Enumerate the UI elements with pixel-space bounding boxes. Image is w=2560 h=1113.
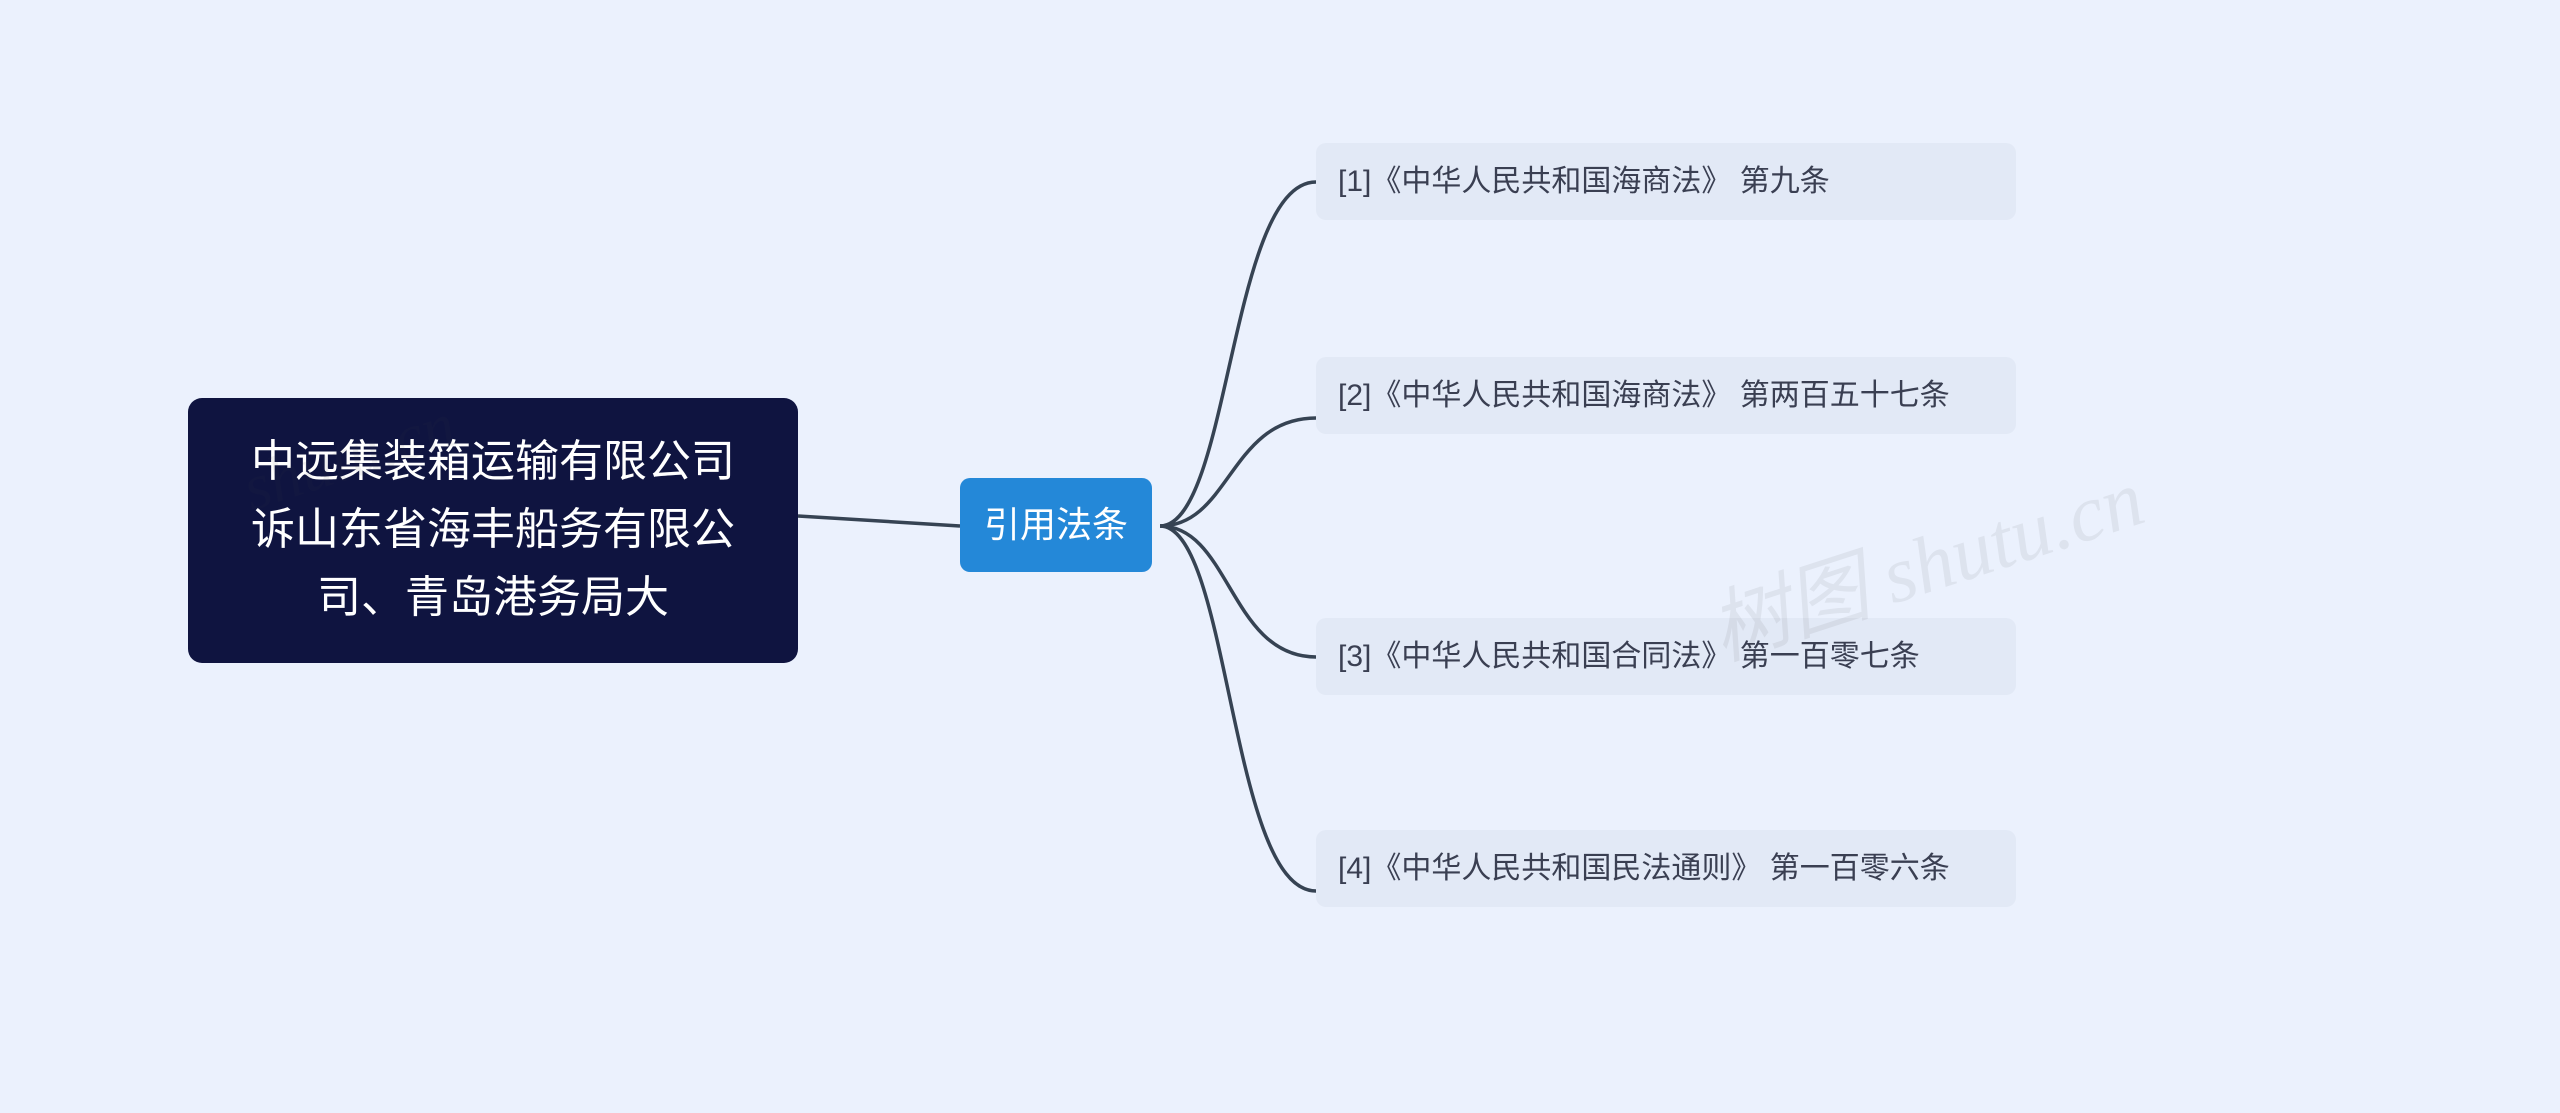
edge-mid-leaf-2 (1160, 526, 1316, 657)
mid-node[interactable]: 引用法条 (960, 478, 1152, 572)
mid-node-label: 引用法条 (984, 504, 1128, 545)
leaf-node-1[interactable]: [2]《中华人民共和国海商法》 第两百五十七条 (1316, 357, 2016, 434)
edge-mid-leaf-1 (1160, 418, 1316, 526)
leaf-node-3[interactable]: [4]《中华人民共和国民法通则》 第一百零六条 (1316, 830, 2016, 907)
edge-mid-leaf-3 (1160, 526, 1316, 891)
leaf-label-2: [3]《中华人民共和国合同法》 第一百零七条 (1338, 640, 1920, 673)
root-line-3: 司、青岛港务局大 (317, 573, 669, 622)
edge-root-mid (798, 516, 960, 526)
root-line-1: 中远集装箱运输有限公司 (251, 437, 735, 486)
root-line-2: 诉山东省海丰船务有限公 (251, 505, 735, 554)
root-node[interactable]: 中远集装箱运输有限公司 诉山东省海丰船务有限公 司、青岛港务局大 (188, 398, 798, 663)
leaf-label-1: [2]《中华人民共和国海商法》 第两百五十七条 (1338, 379, 1950, 412)
leaf-label-0: [1]《中华人民共和国海商法》 第九条 (1338, 165, 1830, 198)
leaf-node-0[interactable]: [1]《中华人民共和国海商法》 第九条 (1316, 143, 2016, 220)
leaf-label-3: [4]《中华人民共和国民法通则》 第一百零六条 (1338, 852, 1950, 885)
mindmap-canvas: 中远集装箱运输有限公司 诉山东省海丰船务有限公 司、青岛港务局大 引用法条 [1… (0, 0, 2560, 1113)
edge-mid-leaf-0 (1160, 182, 1316, 526)
leaf-node-2[interactable]: [3]《中华人民共和国合同法》 第一百零七条 (1316, 618, 2016, 695)
